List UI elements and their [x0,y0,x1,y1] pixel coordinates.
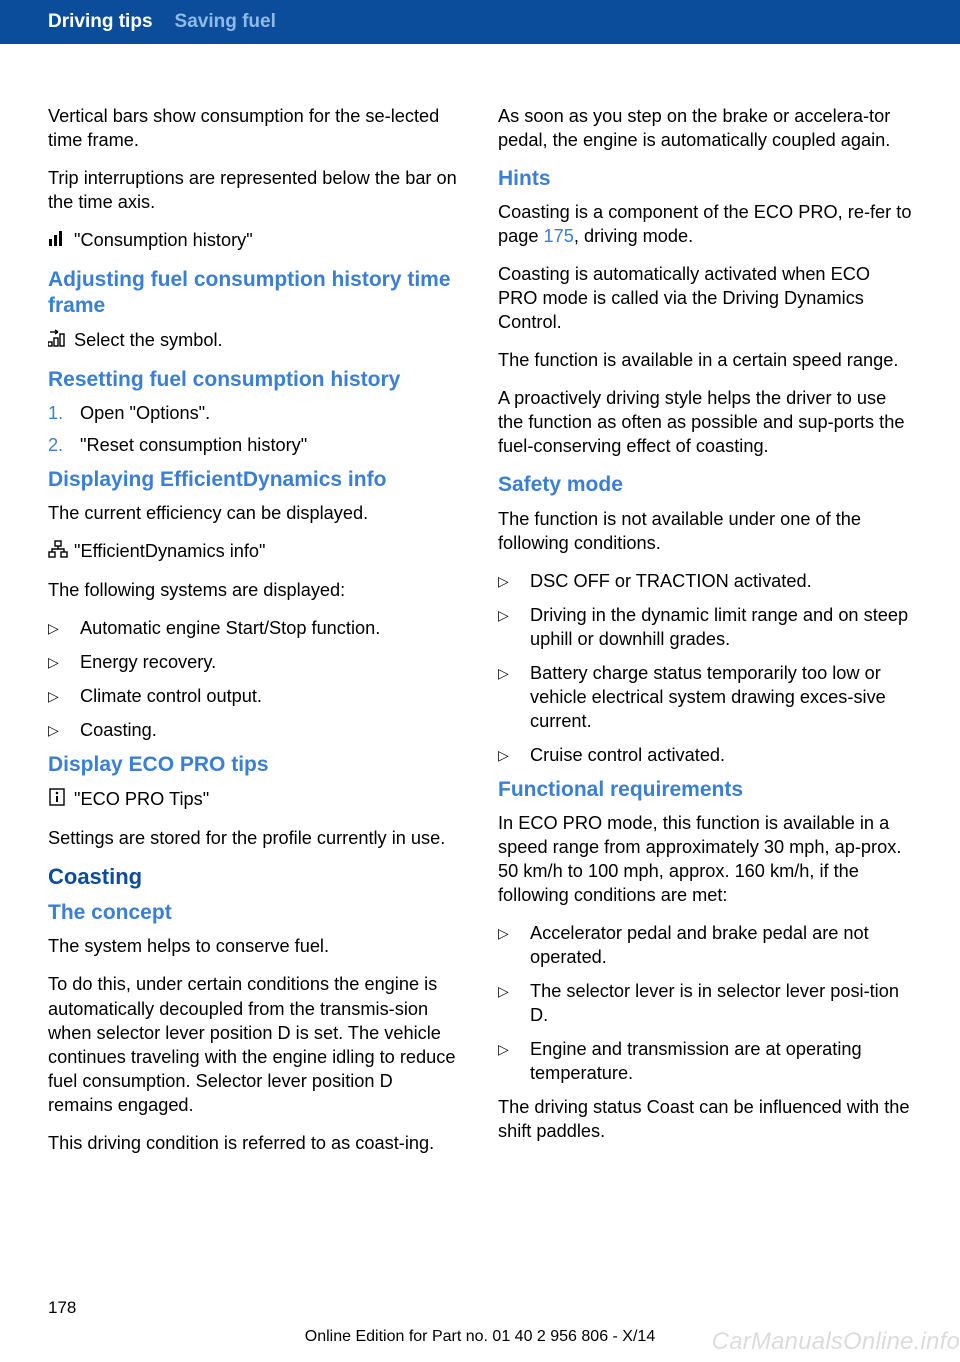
bullet-icon: ▷ [48,684,80,708]
menu-item: "ECO PRO Tips" [48,787,462,812]
menu-label: "Consumption history" [74,228,462,252]
body-text: In ECO PRO mode, this function is availa… [498,811,912,907]
body-text: Settings are stored for the profile curr… [48,826,462,850]
list-text: The selector lever is in selector lever … [530,979,912,1027]
bullet-list: ▷Automatic engine Start/Stop function. ▷… [48,616,462,742]
bullet-icon: ▷ [498,921,530,969]
list-item: ▷DSC OFF or TRACTION activated. [498,569,912,593]
heading: Adjusting fuel consumption history time … [48,267,462,320]
bullet-list: ▷Accelerator pedal and brake pedal are n… [498,921,912,1085]
body-text: A proactively driving style helps the dr… [498,386,912,458]
bullet-icon: ▷ [498,661,530,733]
bullet-icon: ▷ [48,616,80,640]
watermark: CarManualsOnline.info [712,1328,960,1356]
page-number: 178 [48,1298,76,1318]
page-header: Driving tips Saving fuel [0,0,960,44]
menu-label: "EfficientDynamics info" [74,539,462,563]
list-item: 1.Open "Options". [48,401,462,425]
body-text: The current efficiency can be displayed. [48,501,462,525]
list-item: ▷Energy recovery. [48,650,462,674]
body-text: The system helps to conserve fuel. [48,934,462,958]
body-text: Coasting is a component of the ECO PRO, … [498,200,912,248]
list-text: Cruise control activated. [530,743,912,767]
menu-item: "EfficientDynamics info" [48,539,462,564]
page: Driving tips Saving fuel Vertical bars s… [0,0,960,1362]
list-text: Energy recovery. [80,650,462,674]
heading: Displaying EfficientDynamics info [48,467,462,493]
list-item: ▷The selector lever is in selector lever… [498,979,912,1027]
list-number: 1. [48,401,80,425]
body-text: The function is available in a certain s… [498,348,912,372]
list-text: Accelerator pedal and brake pedal are no… [530,921,912,969]
bullet-list: ▷DSC OFF or TRACTION activated. ▷Driving… [498,569,912,767]
page-link[interactable]: 175 [544,226,574,246]
body-text: Trip interruptions are represented below… [48,166,462,214]
list-text: DSC OFF or TRACTION activated. [530,569,912,593]
body-text: The following systems are displayed: [48,578,462,602]
menu-item: Select the symbol. [48,328,462,353]
heading: Functional requirements [498,777,912,803]
list-item: ▷Battery charge status temporarily too l… [498,661,912,733]
right-column: As soon as you step on the brake or acce… [498,104,912,1169]
list-item: ▷Engine and transmission are at operatin… [498,1037,912,1085]
bullet-icon: ▷ [498,743,530,767]
select-symbol-icon [48,328,74,353]
heading: Safety mode [498,472,912,498]
bullet-icon: ▷ [498,979,530,1027]
list-item: ▷Climate control output. [48,684,462,708]
bullet-icon: ▷ [498,569,530,593]
bullet-icon: ▷ [48,718,80,742]
list-item: ▷Cruise control activated. [498,743,912,767]
list-text: Climate control output. [80,684,462,708]
list-text: Open "Options". [80,401,462,425]
list-number: 2. [48,433,80,457]
body-text: The function is not available under one … [498,507,912,555]
menu-label: "ECO PRO Tips" [74,787,462,811]
bars-icon [48,228,74,253]
body-text: As soon as you step on the brake or acce… [498,104,912,152]
heading: The concept [48,900,462,926]
ordered-list: 1.Open "Options". 2."Reset consumption h… [48,401,462,457]
list-text: Automatic engine Start/Stop function. [80,616,462,640]
header-subsection: Saving fuel [175,11,276,33]
list-text: Engine and transmission are at operating… [530,1037,912,1085]
heading: Hints [498,166,912,192]
left-column: Vertical bars show consumption for the s… [48,104,462,1169]
heading-major: Coasting [48,864,462,890]
list-text: Driving in the dynamic limit range and o… [530,603,912,651]
list-item: ▷Driving in the dynamic limit range and … [498,603,912,651]
list-item: ▷Accelerator pedal and brake pedal are n… [498,921,912,969]
heading: Resetting fuel consumption history [48,367,462,393]
network-icon [48,539,74,564]
list-text: Battery charge status temporarily too lo… [530,661,912,733]
header-section: Driving tips [48,11,153,33]
body-text: Vertical bars show consumption for the s… [48,104,462,152]
list-text: Coasting. [80,718,462,742]
bullet-icon: ▷ [48,650,80,674]
bullet-icon: ▷ [498,1037,530,1085]
info-icon [48,787,74,812]
body-text: Coasting is automatically activated when… [498,262,912,334]
bullet-icon: ▷ [498,603,530,651]
body-text: The driving status Coast can be influenc… [498,1095,912,1143]
list-item: ▷Coasting. [48,718,462,742]
list-item: ▷Automatic engine Start/Stop function. [48,616,462,640]
content-area: Vertical bars show consumption for the s… [0,44,960,1169]
heading: Display ECO PRO tips [48,752,462,778]
menu-label: Select the symbol. [74,328,462,352]
body-text: This driving condition is referred to as… [48,1131,462,1155]
menu-item: "Consumption history" [48,228,462,253]
body-text: To do this, under certain conditions the… [48,972,462,1116]
text-fragment: , driving mode. [574,226,693,246]
list-text: "Reset consumption history" [80,433,462,457]
list-item: 2."Reset consumption history" [48,433,462,457]
